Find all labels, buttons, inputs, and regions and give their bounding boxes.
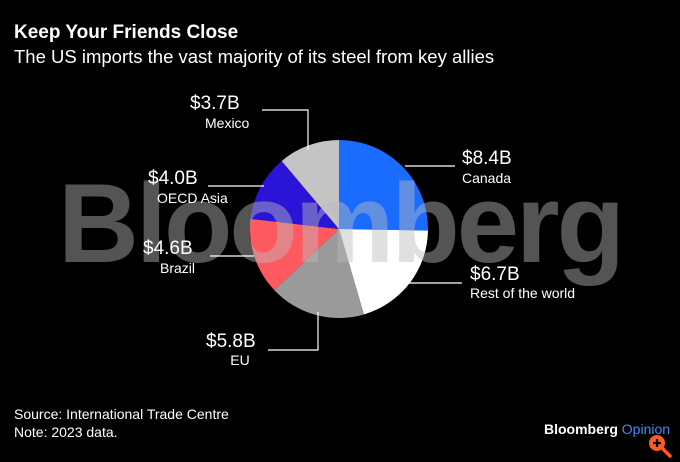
leader-line-mexico — [262, 109, 309, 150]
zoom-in-icon[interactable] — [646, 432, 674, 460]
data-label-canada: $8.4B — [462, 148, 512, 169]
pie-slice-canada — [339, 140, 429, 231]
category-label-eu: EU — [230, 352, 249, 368]
data-label-mexico: $3.7B — [190, 93, 240, 114]
data-label-eu: $5.8B — [206, 331, 256, 352]
data-label-oecd-asia: $4.0B — [148, 168, 198, 189]
chart-subtitle: The US imports the vast majority of its … — [14, 46, 495, 67]
data-note: Note: 2023 data. — [14, 424, 118, 440]
pie-slice-mexico — [281, 140, 339, 229]
leader-line-eu — [268, 312, 319, 351]
category-label-canada: Canada — [462, 170, 511, 186]
pie-slice-eu — [274, 229, 364, 318]
category-label-mexico: Mexico — [205, 115, 250, 131]
brand-logo: Bloomberg Opinion — [544, 421, 671, 437]
source-note: Source: International Trade Centre — [14, 406, 229, 422]
category-label-rest: Rest of the world — [470, 285, 575, 301]
watermark: Bloomberg — [58, 161, 622, 286]
category-label-brazil: Brazil — [160, 260, 195, 276]
chart-title: Keep Your Friends Close — [14, 22, 239, 43]
category-label-oecd-asia: OECD Asia — [157, 190, 228, 206]
pie-slice-oecd-asia — [250, 160, 339, 229]
data-label-rest: $6.7B — [470, 264, 520, 285]
pie-slice-brazil — [250, 218, 339, 291]
pie-slice-rest-of-the-world — [339, 229, 428, 315]
data-label-brazil: $4.6B — [143, 238, 193, 259]
